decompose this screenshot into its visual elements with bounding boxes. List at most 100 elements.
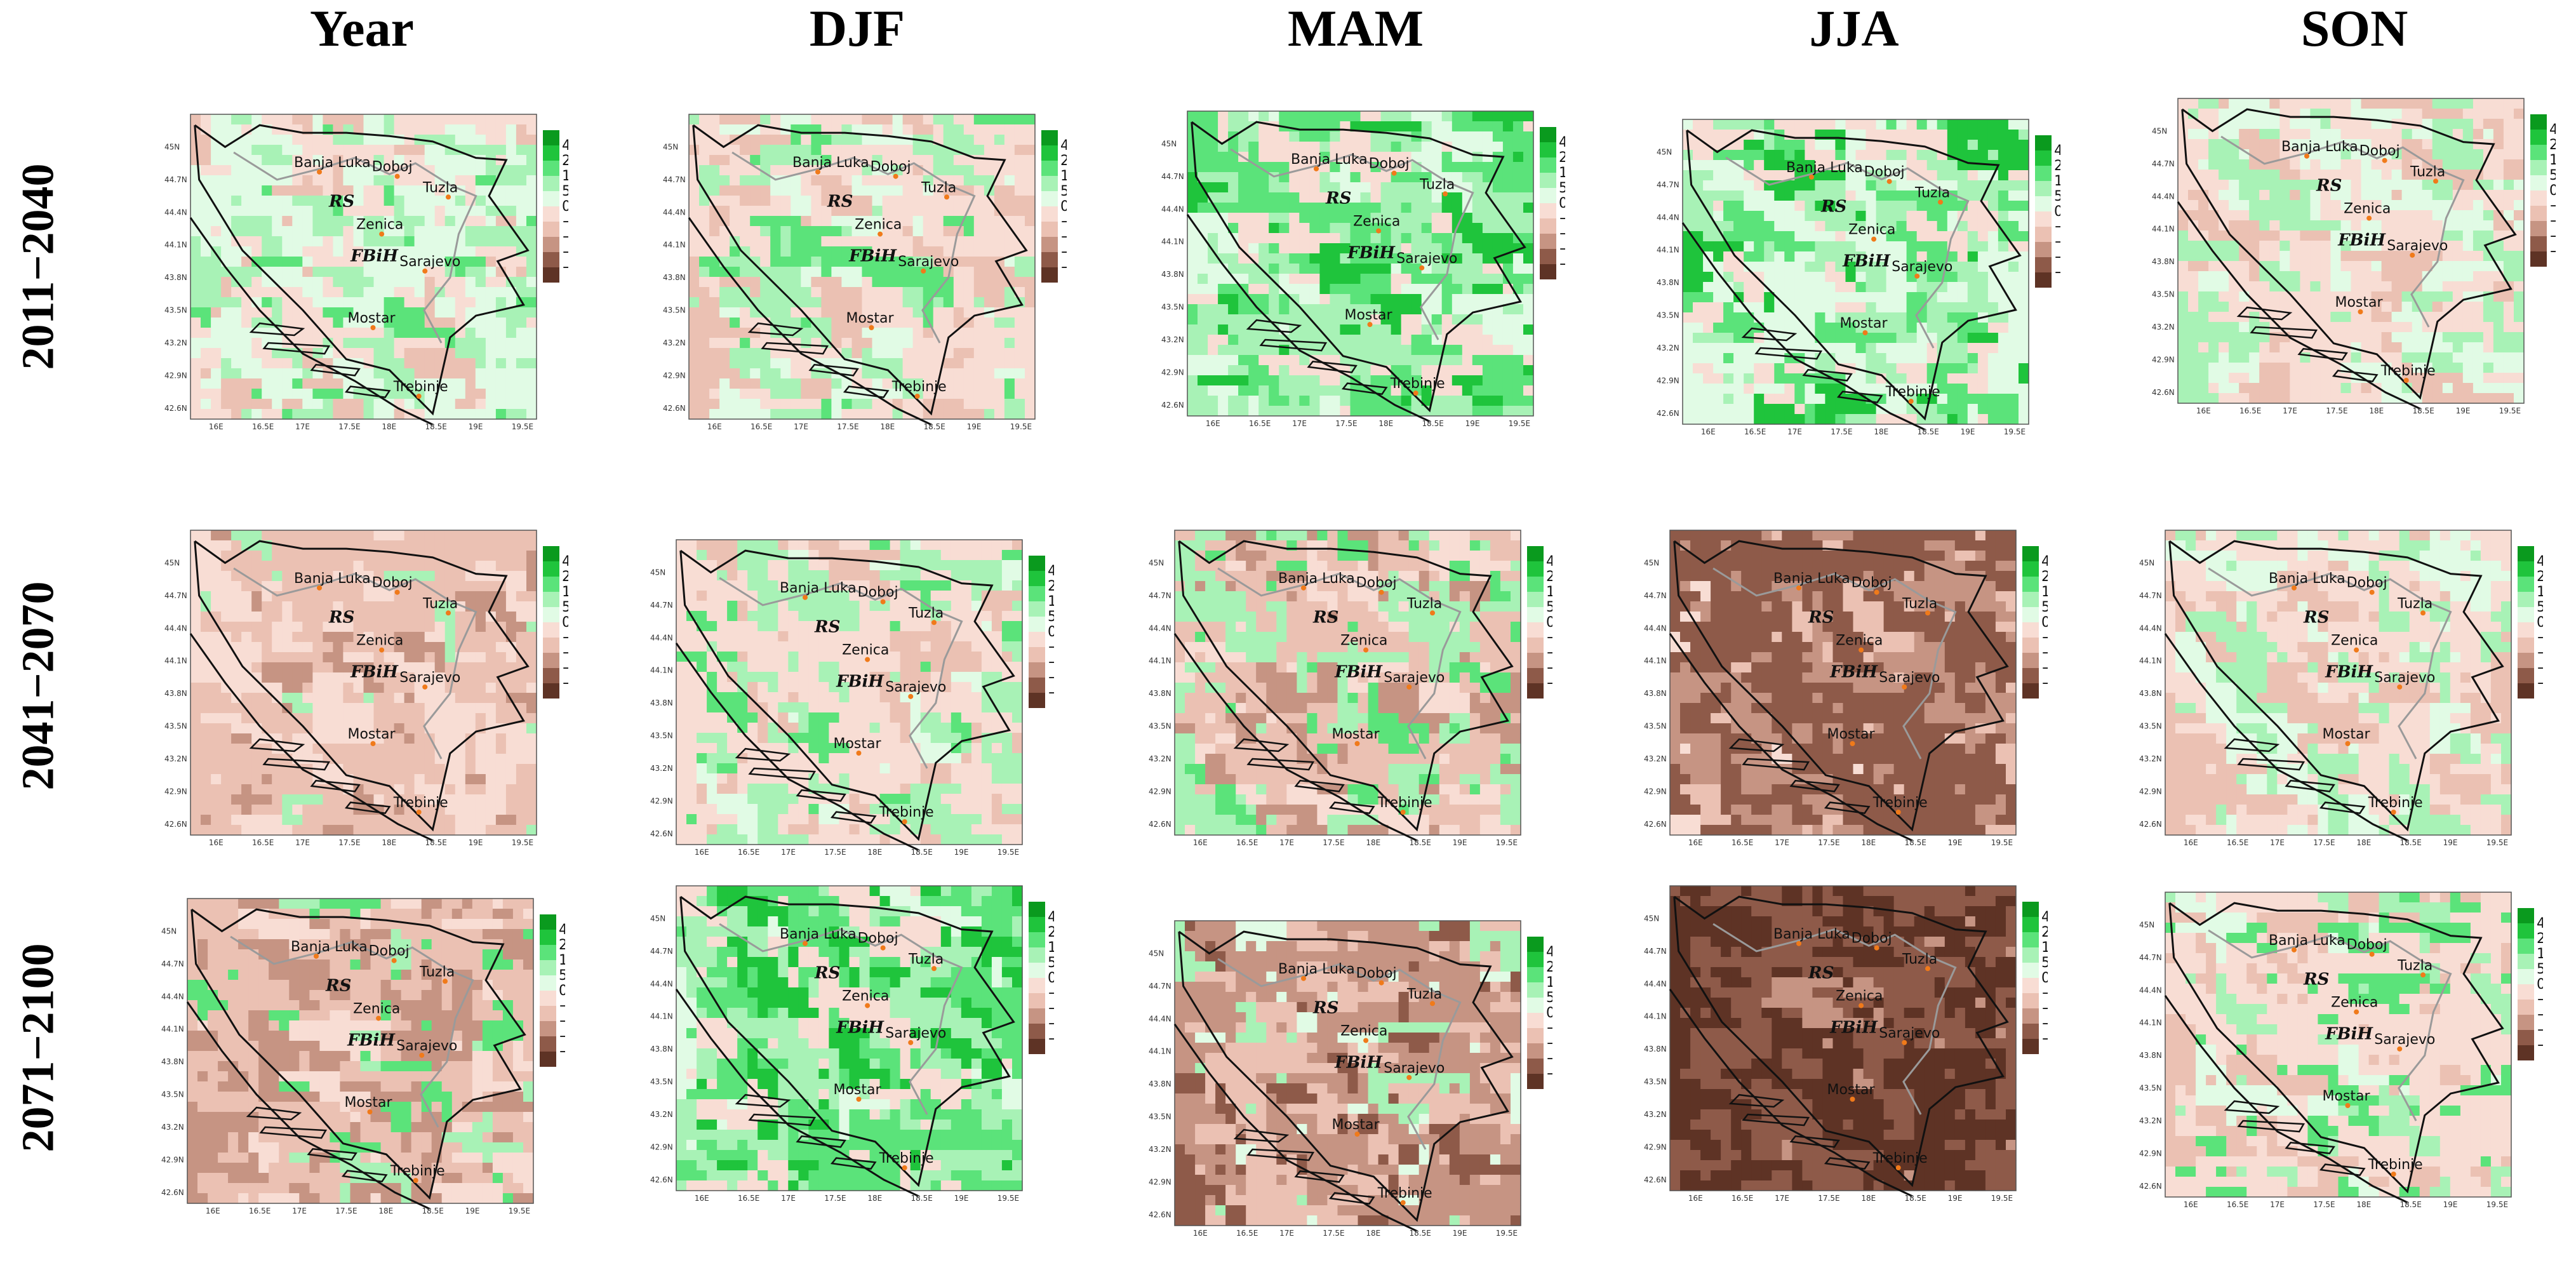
heatmap-cell <box>2300 261 2311 272</box>
heatmap-cell <box>495 185 507 196</box>
heatmap-cell <box>1805 302 1815 313</box>
heatmap-cell <box>526 287 537 298</box>
heatmap-cell <box>2330 241 2341 251</box>
heatmap-cell <box>1380 314 1392 325</box>
heatmap-cell <box>973 135 985 145</box>
heatmap-cell <box>444 368 456 379</box>
heatmap-cell <box>1492 396 1504 406</box>
heatmap-cell <box>1926 353 1938 364</box>
heatmap-cell <box>2019 150 2029 161</box>
heatmap-cell <box>211 155 222 166</box>
heatmap-cell <box>933 297 944 308</box>
heatmap-cell <box>1794 180 1805 191</box>
heatmap-cell <box>770 287 781 298</box>
heatmap-cell <box>2019 363 2029 374</box>
heatmap-cell <box>1693 272 1704 283</box>
heatmap-cell <box>384 318 395 328</box>
heatmap-cell <box>2249 98 2260 109</box>
y-tick-label: 44.1N <box>164 241 187 250</box>
heatmap-cell <box>526 389 537 399</box>
heatmap-cell <box>1025 338 1036 349</box>
heatmap-cell <box>821 409 832 420</box>
colorbar-segment <box>543 206 559 222</box>
heatmap-cell <box>1228 203 1239 213</box>
heatmap-cell <box>221 389 232 399</box>
heatmap-cell <box>414 236 425 247</box>
heatmap-cell <box>1452 396 1463 406</box>
x-tick-label: 18.5E <box>425 422 447 431</box>
heatmap-cell <box>434 277 446 288</box>
heatmap-cell <box>353 165 364 176</box>
heatmap-cell <box>1452 172 1463 183</box>
heatmap-cell <box>1523 203 1534 213</box>
heatmap-cell <box>1380 284 1392 295</box>
colorbar-segment <box>543 161 559 176</box>
heatmap-cell <box>1998 150 2009 161</box>
heatmap-cell <box>1967 363 1979 374</box>
heatmap-cell <box>1713 302 1724 313</box>
heatmap-cell <box>485 257 497 267</box>
heatmap-cell <box>984 297 995 308</box>
heatmap-cell <box>1512 274 1524 284</box>
heatmap-cells <box>689 114 1036 420</box>
heatmap-cell <box>2198 159 2209 170</box>
heatmap-cell <box>2259 261 2270 272</box>
heatmap-cell <box>1794 119 1805 130</box>
heatmap-cell <box>1825 119 1836 130</box>
heatmap-cell <box>780 287 791 298</box>
heatmap-cell <box>2279 98 2290 109</box>
heatmap-cell <box>1977 119 1989 130</box>
heatmap-cell <box>241 307 252 318</box>
heatmap-cell <box>2259 271 2270 282</box>
heatmap-cell <box>404 267 415 277</box>
heatmap-cell <box>1805 282 1815 293</box>
heatmap-cell <box>912 145 924 156</box>
heatmap-cell <box>1360 264 1371 274</box>
heatmap-cell <box>851 185 863 196</box>
heatmap-cell <box>923 328 934 338</box>
heatmap-cell <box>2219 210 2229 221</box>
heatmap-cell <box>1926 191 1938 201</box>
heatmap-cell <box>2178 129 2189 140</box>
heatmap-cell <box>1441 396 1453 406</box>
heatmap-cell <box>1998 384 2009 394</box>
heatmap-cell <box>801 409 811 420</box>
heatmap-cell <box>1299 264 1310 274</box>
heatmap-cell <box>1805 312 1815 323</box>
heatmap-cell <box>394 328 405 338</box>
heatmap-cell <box>1360 142 1371 152</box>
heatmap-cell <box>2229 251 2239 262</box>
heatmap-cell <box>1805 241 1815 252</box>
heatmap-cell <box>831 114 842 125</box>
heatmap-cell <box>1004 318 1015 328</box>
heatmap-cell <box>1187 142 1198 152</box>
heatmap-cell <box>1014 378 1025 389</box>
heatmap-cell <box>353 196 364 206</box>
heatmap-cell <box>1411 284 1422 295</box>
heatmap-cell <box>2310 170 2321 180</box>
heatmap-cell <box>1279 324 1290 335</box>
heatmap-cell <box>272 378 283 389</box>
heatmap-cell <box>1411 111 1422 122</box>
heatmap-cell <box>1805 140 1815 150</box>
heatmap-cell <box>1025 155 1036 166</box>
heatmap-cell <box>475 287 486 298</box>
heatmap-cell <box>1855 373 1867 384</box>
heatmap-cell <box>262 165 272 176</box>
heatmap-cell <box>1350 274 1361 284</box>
heatmap-cell <box>1014 328 1025 338</box>
heatmap-cell <box>414 378 425 389</box>
heatmap-cell <box>2259 180 2270 191</box>
heatmap-cell <box>2269 149 2280 160</box>
x-tick-label: 17E <box>794 422 808 431</box>
heatmap-cell <box>943 206 954 217</box>
heatmap-cell <box>1926 241 1938 252</box>
heatmap-cell <box>1703 312 1714 323</box>
colorbar-label: −10 <box>2054 234 2060 250</box>
heatmap-cell <box>2019 302 2029 313</box>
heatmap-cell <box>2229 98 2239 109</box>
heatmap-cell <box>902 389 914 399</box>
heatmap-cell <box>963 267 975 277</box>
heatmap-cell <box>1723 414 1734 425</box>
heatmap-cell <box>272 267 283 277</box>
